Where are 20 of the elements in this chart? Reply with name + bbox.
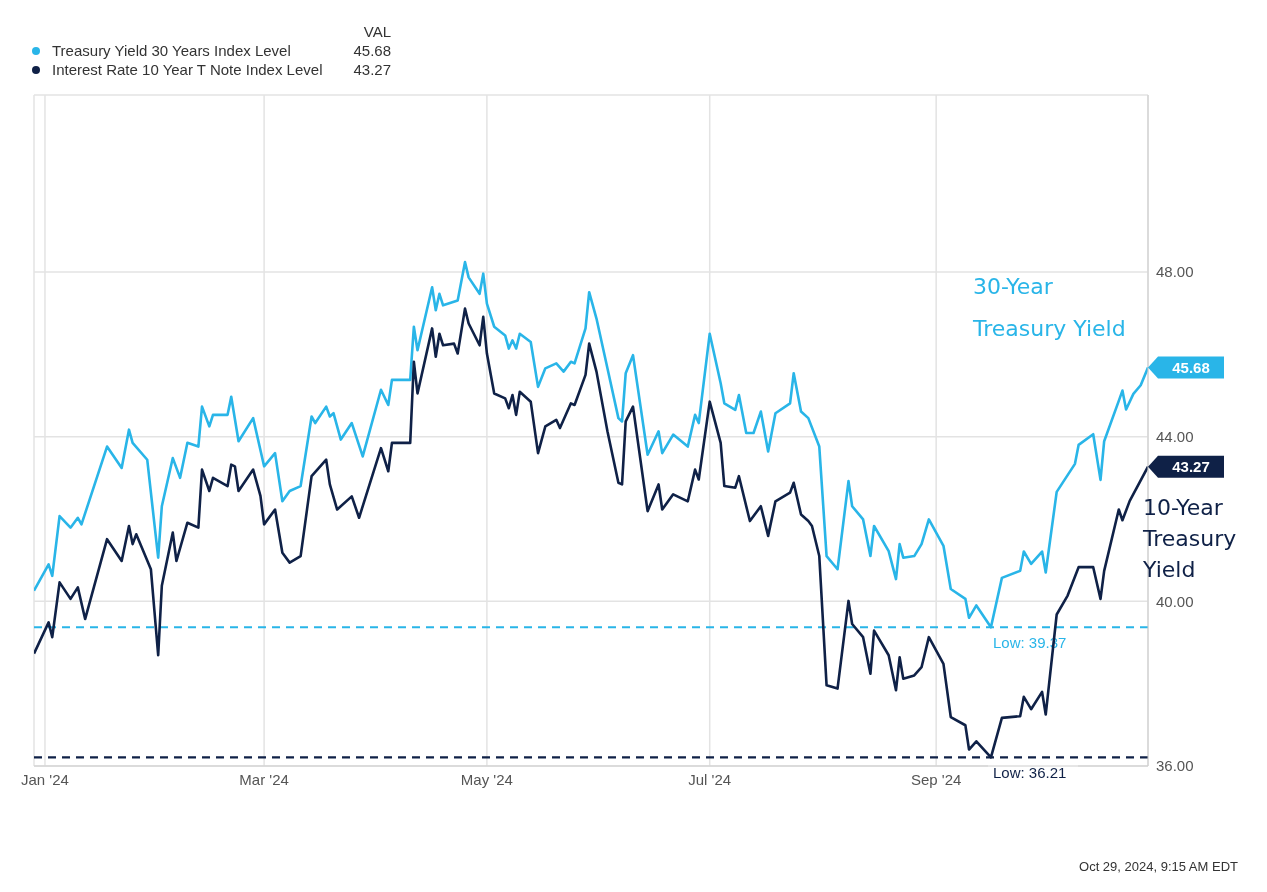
- y-tick-label: 44.00: [1156, 428, 1194, 445]
- x-tick-label: Jan '24: [21, 770, 69, 788]
- legend-label: Treasury Yield 30 Years Index Level: [51, 41, 292, 60]
- legend-title: VAL: [362, 22, 392, 41]
- x-tick-label: Mar '24: [239, 770, 289, 788]
- y-tick-label: 48.00: [1156, 263, 1194, 281]
- text: 45.68: [353, 42, 392, 59]
- annotation: 30-Year Treasury Yield: [973, 273, 1127, 343]
- y-tick-label: 36.00: [1156, 757, 1194, 775]
- annotation: 45.68: [1172, 358, 1210, 376]
- x-tick-label: Sep '24: [910, 770, 962, 788]
- x-tick-label: May '24: [460, 770, 513, 788]
- annotation: 10-Year Treasury Yield: [1143, 494, 1238, 584]
- ref-line-label: Low: 36.21: [993, 764, 1067, 782]
- x-tick-label: Jul '24: [688, 770, 732, 788]
- y-tick-label: 40.00: [1156, 592, 1194, 610]
- text: Oct 29, 2024, 9:15 AM EDT: [1079, 859, 1238, 874]
- text: 43.27: [353, 61, 392, 78]
- annotation: 43.27: [1172, 457, 1210, 475]
- legend-label: Interest Rate 10 Year T Note Index Level: [51, 60, 324, 79]
